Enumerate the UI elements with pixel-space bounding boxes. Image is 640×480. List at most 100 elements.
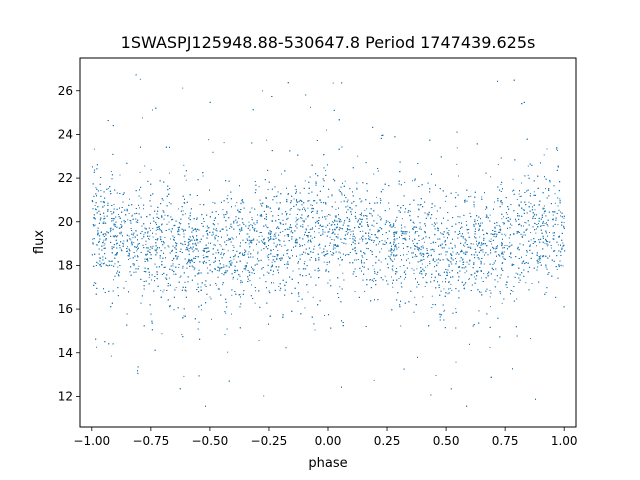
data-point xyxy=(307,225,309,227)
data-point xyxy=(236,236,237,238)
data-point xyxy=(512,290,514,292)
data-point xyxy=(263,242,264,244)
data-point xyxy=(241,252,243,254)
data-point xyxy=(323,261,325,263)
data-point xyxy=(429,261,431,262)
data-point xyxy=(160,289,162,291)
data-point xyxy=(335,208,337,210)
data-point xyxy=(208,242,210,244)
data-point xyxy=(370,213,372,215)
data-point xyxy=(344,180,346,182)
data-point xyxy=(458,175,459,177)
data-point xyxy=(501,268,503,270)
data-point xyxy=(261,235,263,237)
data-point xyxy=(227,201,229,203)
data-point xyxy=(271,220,273,221)
data-point xyxy=(345,243,347,245)
data-point xyxy=(275,196,277,198)
data-point xyxy=(334,201,336,203)
data-point xyxy=(373,173,375,175)
data-point xyxy=(230,225,232,227)
data-point xyxy=(310,241,312,243)
data-point xyxy=(212,233,214,235)
data-point xyxy=(266,139,268,141)
data-point xyxy=(332,221,334,223)
data-point xyxy=(110,355,112,357)
data-point xyxy=(387,220,389,222)
data-point xyxy=(93,282,95,284)
data-point xyxy=(114,263,116,265)
data-point xyxy=(329,279,331,281)
data-point xyxy=(202,254,204,256)
data-point xyxy=(556,148,558,150)
data-point xyxy=(130,239,132,241)
data-point xyxy=(333,246,335,248)
data-point xyxy=(445,254,447,256)
data-point xyxy=(227,351,229,353)
data-point xyxy=(97,263,99,265)
data-point xyxy=(113,212,115,214)
data-point xyxy=(195,242,197,244)
data-point xyxy=(303,220,305,222)
data-point xyxy=(185,179,187,181)
data-point xyxy=(319,269,321,271)
data-point xyxy=(521,237,523,238)
data-point xyxy=(380,217,382,219)
data-point xyxy=(496,225,498,226)
data-point xyxy=(431,307,433,309)
data-point xyxy=(295,221,297,223)
data-point xyxy=(144,165,146,167)
data-point xyxy=(373,225,375,227)
data-point xyxy=(393,239,395,241)
data-point xyxy=(278,286,280,287)
data-point xyxy=(231,294,233,296)
data-point xyxy=(518,193,520,195)
data-point xyxy=(554,202,556,204)
data-point xyxy=(527,174,529,176)
data-point xyxy=(150,229,151,231)
data-point xyxy=(123,243,124,245)
data-point xyxy=(177,230,179,232)
data-point xyxy=(380,248,382,250)
data-point xyxy=(103,205,105,207)
data-point xyxy=(201,272,203,274)
data-point xyxy=(384,240,386,242)
data-point xyxy=(452,251,454,253)
data-point xyxy=(262,90,263,92)
data-point xyxy=(259,277,261,279)
data-point xyxy=(177,231,179,233)
data-point xyxy=(518,282,520,283)
data-point xyxy=(427,265,429,267)
data-point xyxy=(271,261,273,263)
data-point xyxy=(273,235,275,237)
data-point xyxy=(477,220,479,221)
data-point xyxy=(182,231,184,233)
data-point xyxy=(188,248,190,249)
data-point xyxy=(552,214,554,216)
data-point xyxy=(127,246,128,248)
data-point xyxy=(182,87,184,89)
data-point xyxy=(419,253,421,255)
data-point xyxy=(304,261,306,263)
data-point xyxy=(168,277,170,279)
data-point xyxy=(382,234,384,235)
data-point xyxy=(282,231,284,232)
data-point xyxy=(448,230,450,231)
data-point xyxy=(465,239,467,241)
data-point xyxy=(479,236,481,238)
data-point xyxy=(107,188,109,189)
data-point xyxy=(420,248,422,250)
data-point xyxy=(314,231,315,233)
data-point xyxy=(384,275,386,277)
data-point xyxy=(270,211,272,212)
data-point xyxy=(464,272,466,274)
data-point xyxy=(392,286,394,288)
data-point xyxy=(501,218,503,220)
data-point xyxy=(398,243,400,244)
data-point xyxy=(468,278,470,280)
data-point xyxy=(481,196,483,198)
data-point xyxy=(354,247,356,249)
data-point xyxy=(495,248,497,250)
data-point xyxy=(256,239,258,241)
data-point xyxy=(313,245,315,247)
